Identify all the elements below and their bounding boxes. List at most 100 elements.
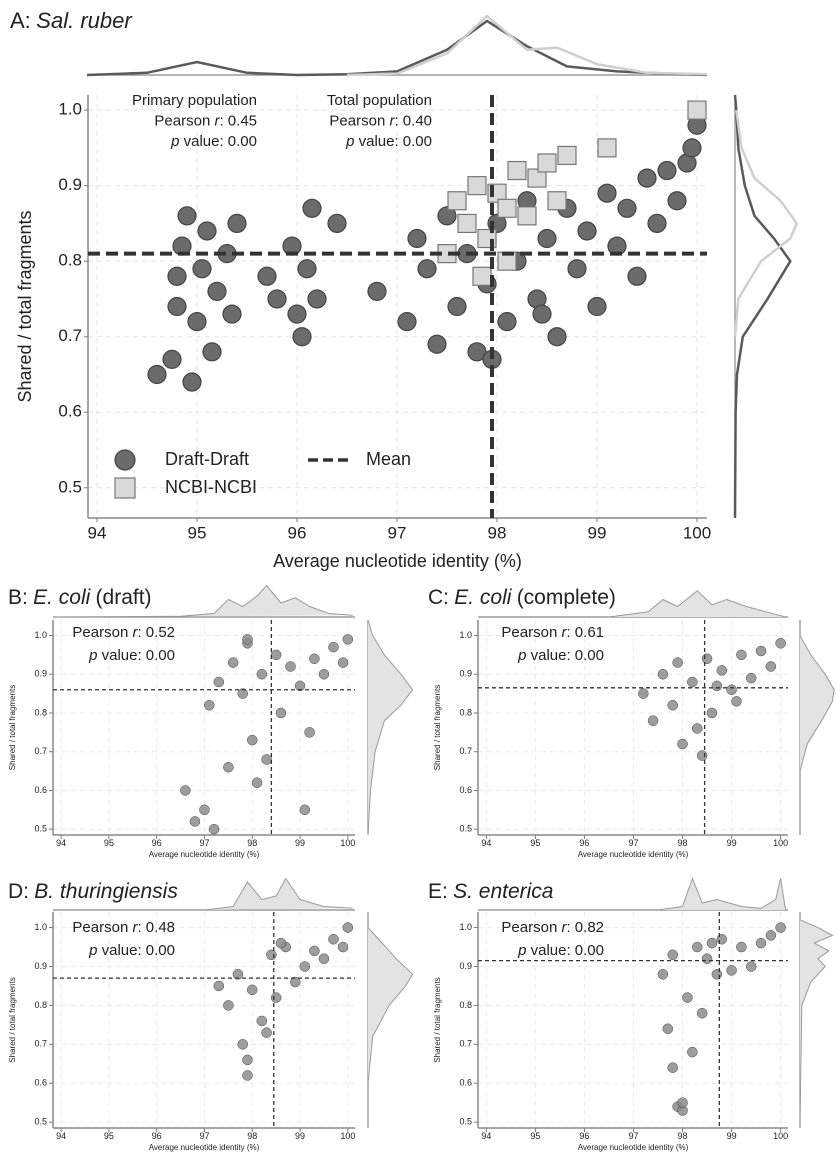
density-curve <box>799 919 834 1123</box>
panel-title: B: E. coli (draft) <box>8 586 152 609</box>
annotation-text: Pearson <box>501 919 561 936</box>
point <box>307 289 327 309</box>
panel-suffix: (complete) <box>517 586 616 609</box>
x-tick-label: 99 <box>727 838 737 848</box>
y-tick-label: 0.7 <box>34 746 47 756</box>
annotation: Total population <box>327 92 432 109</box>
y-axis-label: Shared / total fragments <box>8 685 17 770</box>
point <box>597 138 617 158</box>
x-tick-label: 96 <box>152 1131 162 1141</box>
point <box>716 665 728 676</box>
x-tick-label: 100 <box>683 524 711 543</box>
point <box>197 221 217 241</box>
panel-species: E. coli <box>454 586 513 609</box>
point <box>302 198 322 218</box>
density-curve <box>733 109 799 337</box>
point <box>647 213 667 234</box>
annotation-text: value: 0.00 <box>526 942 604 959</box>
point <box>147 364 167 385</box>
x-tick-label: 100 <box>340 1131 355 1141</box>
point <box>299 961 311 972</box>
y-tick-label: 0.7 <box>459 1039 472 1049</box>
y-tick-label: 0.9 <box>58 175 82 194</box>
point <box>327 213 347 234</box>
annotation-text: r <box>561 919 567 936</box>
annotation-text: : 0.40 <box>394 112 432 129</box>
point <box>242 634 253 645</box>
point <box>256 668 268 680</box>
annotation-text: value: 0.00 <box>526 647 604 664</box>
point <box>227 213 247 234</box>
point <box>367 281 387 301</box>
panel-label: D: <box>8 880 29 903</box>
point <box>222 304 242 324</box>
annotation-text: r <box>214 112 220 129</box>
x-tick-label: 96 <box>579 1131 589 1141</box>
point <box>711 680 723 692</box>
point <box>292 327 312 347</box>
annotation: Pearson r: 0.61 <box>501 624 604 641</box>
point <box>775 922 786 933</box>
point <box>696 1007 708 1019</box>
point <box>256 1015 268 1027</box>
annotation-text: Pearson <box>501 624 561 641</box>
point <box>667 191 687 211</box>
x-tick-label: 95 <box>530 1131 540 1141</box>
point <box>407 228 427 249</box>
annotation-text: r <box>561 624 567 641</box>
annotation-text: Pearson <box>154 112 214 129</box>
annotation: p value: 0.00 <box>517 647 604 664</box>
point <box>417 259 437 279</box>
point <box>667 949 678 961</box>
point <box>637 168 657 188</box>
point <box>472 266 492 286</box>
x-tick-label: 94 <box>481 1131 491 1141</box>
point <box>662 1023 674 1035</box>
point <box>657 969 669 980</box>
point <box>587 296 607 317</box>
density-curve <box>86 19 708 77</box>
annotation: Pearson r: 0.45 <box>154 112 257 129</box>
point <box>328 641 339 653</box>
point <box>247 734 258 746</box>
point <box>437 206 457 226</box>
point <box>597 183 617 203</box>
annotation: Primary population <box>132 92 257 109</box>
point <box>167 296 187 317</box>
y-tick-label: 0.5 <box>34 824 47 834</box>
y-axis-label: Shared / total fragments <box>8 977 17 1062</box>
point <box>202 342 222 362</box>
x-tick-label: 98 <box>247 838 257 848</box>
annotation-text: r <box>389 112 395 129</box>
x-tick-label: 98 <box>488 524 507 543</box>
density-curve <box>346 14 708 77</box>
point <box>755 937 767 949</box>
point <box>696 750 708 761</box>
point <box>497 198 517 218</box>
point <box>755 645 767 657</box>
annotation-text: Pearson <box>72 624 132 641</box>
annotation: p value: 0.00 <box>88 942 175 959</box>
annotation-text: Pearson <box>329 112 389 129</box>
annotation: Pearson r: 0.82 <box>501 919 604 936</box>
point <box>247 984 258 996</box>
x-tick-label: 99 <box>295 1131 305 1141</box>
point <box>328 933 339 945</box>
legend-label: Draft-Draft <box>165 449 249 469</box>
density-curve <box>608 590 786 618</box>
point <box>207 281 227 301</box>
y-tick-label: 0.8 <box>58 251 82 270</box>
x-tick-label: 100 <box>340 838 355 848</box>
point <box>318 668 330 680</box>
point <box>309 653 320 664</box>
annotation: Pearson r: 0.48 <box>72 919 175 936</box>
point <box>701 653 713 664</box>
point <box>427 334 447 354</box>
point <box>736 649 747 661</box>
panel-label: E: <box>428 880 448 903</box>
point <box>192 259 212 279</box>
y-tick-label: 0.7 <box>58 326 82 345</box>
x-axis-label: Average nucleotide identity (%) <box>578 850 689 859</box>
x-axis-label: Average nucleotide identity (%) <box>149 1143 260 1152</box>
y-tick-label: 1.0 <box>58 100 82 119</box>
